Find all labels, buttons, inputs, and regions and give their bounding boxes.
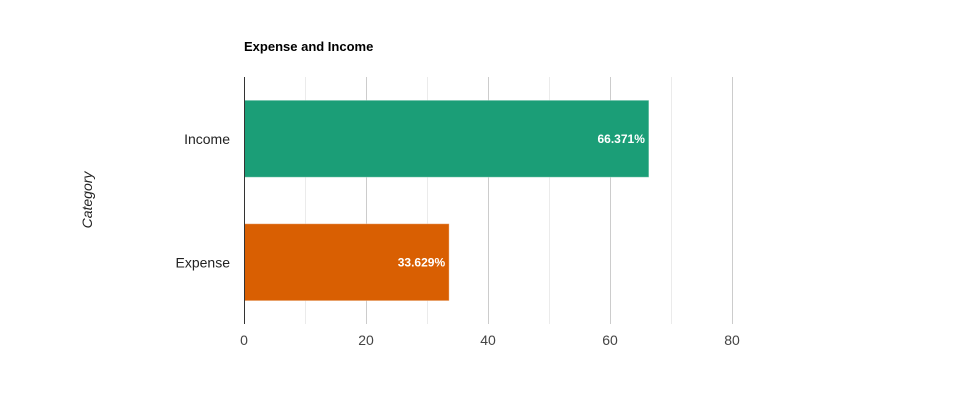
bar-income[interactable] (243, 99, 650, 178)
category-label-income: Income (184, 131, 230, 147)
x-tick-label: 60 (602, 332, 618, 348)
x-tick-label: 40 (480, 332, 496, 348)
category-label-expense: Expense (176, 254, 231, 270)
data-label-expense: 33.629% (398, 255, 446, 269)
x-tick-label: 20 (358, 332, 374, 348)
data-label-income: 66.371% (597, 132, 645, 146)
chart-title: Expense and Income (244, 39, 373, 54)
x-tick-label: 80 (724, 332, 740, 348)
x-tick-label: 0 (240, 332, 248, 348)
y-axis-label: Category (79, 171, 95, 229)
